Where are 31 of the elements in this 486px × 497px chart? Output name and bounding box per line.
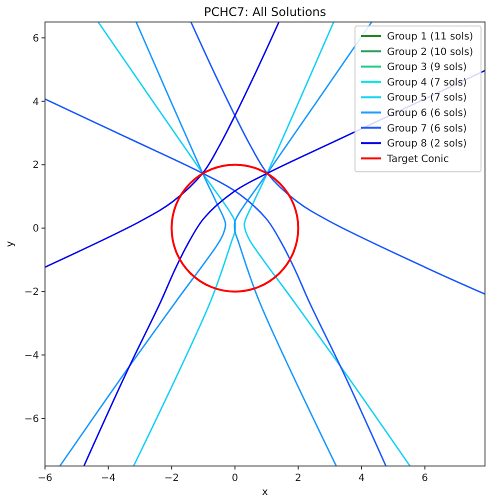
x-axis-title: x [262,487,268,497]
x-tick-label: 2 [295,473,302,484]
x-tick-label: 0 [232,473,238,484]
legend-label: Group 7 (6 sols) [387,123,467,134]
y-tick-label: 0 [32,224,39,235]
x-tick-label: −2 [164,473,179,484]
y-tick-label: 4 [32,96,39,108]
y-tick-label: 2 [32,160,39,172]
legend-label: Group 6 (6 sols) [387,108,467,119]
legend-label: Group 4 (7 sols) [387,77,467,88]
y-axis-title: y [5,240,16,247]
legend-label: Group 3 (9 sols) [387,62,467,74]
line-series [59,22,226,466]
y-tick-label: −4 [24,350,39,362]
y-tick-label: −2 [24,287,39,298]
chart-title: PCHC7: All Solutions [204,5,326,19]
line-series [45,22,280,268]
legend-label: Group 2 (10 sols) [387,46,474,58]
line-series [234,22,372,466]
x-tick-label: −4 [100,473,116,484]
legend-label: Group 1 (11 sols) [387,32,474,42]
line-series [45,98,387,466]
y-tick-label: −6 [24,414,39,425]
legend-label: Group 5 (7 sols) [387,92,467,104]
legend-label: Target Conic [386,154,449,165]
y-tick-label: 6 [32,33,39,44]
line-series [190,22,485,295]
x-tick-label: 4 [358,473,365,484]
legend-label: Group 8 (2 sols) [387,138,467,150]
x-tick-label: 6 [422,473,428,484]
line-series [97,22,236,466]
